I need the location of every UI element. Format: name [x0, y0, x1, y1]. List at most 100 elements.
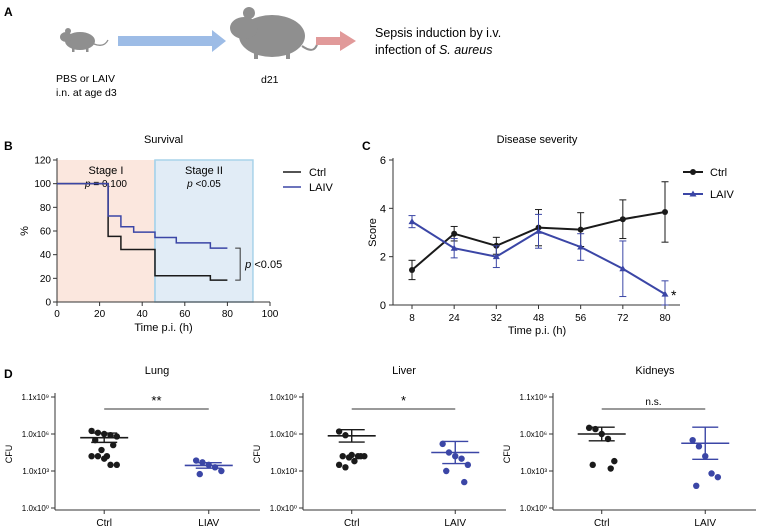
data-point-ctrl	[357, 453, 364, 460]
data-point-ctrl	[607, 465, 614, 472]
data-point-ctrl	[619, 216, 626, 223]
x-tick-label: 56	[575, 313, 587, 324]
data-point-laiv	[535, 227, 542, 234]
y-tick-label: 6	[380, 155, 386, 167]
y-tick-label: 40	[40, 250, 52, 261]
y-tick-label: 60	[40, 227, 52, 238]
data-point-ctrl	[88, 453, 95, 460]
x-tick-label: 60	[179, 309, 191, 320]
y-tick-label: 1.0x10⁶	[520, 430, 547, 439]
data-point-ctrl	[451, 230, 458, 237]
x-tick-label: LAIV	[444, 518, 466, 529]
x-tick-label: Ctrl	[344, 518, 360, 529]
small-mouse-icon	[60, 28, 109, 52]
legend-label-ctrl: Ctrl	[309, 167, 326, 179]
legend-label-laiv: LAIV	[309, 182, 334, 194]
kidneys-cfu-chart: Kidneys 1.0x10⁰ 1.0x10³ 1.0x10⁶ 1.1x10⁹ CFU Ct…	[502, 365, 756, 529]
y-tick-label: 1.0x10⁰	[270, 504, 297, 513]
x-tick-label: 80	[659, 313, 671, 324]
stage-1-p-text: = 0.100	[91, 179, 128, 190]
treatment-line-1: PBS or LAIV	[56, 73, 115, 85]
data-point-ctrl	[662, 208, 668, 215]
legend-label-ctrl: Ctrl	[710, 167, 727, 179]
y-axis-label: CFU	[502, 445, 512, 464]
data-point-laiv	[458, 455, 465, 462]
y-tick-label: 120	[34, 156, 51, 167]
survival-line-laiv	[57, 182, 228, 249]
data-point-laiv	[450, 244, 458, 251]
panel-label-b: B	[4, 139, 13, 153]
stage-2-label: Stage II	[185, 165, 223, 177]
annotation-p-symbol: p	[244, 259, 251, 271]
significance-marker: **	[151, 393, 161, 408]
y-tick-label: 0	[45, 298, 51, 309]
day-label: d21	[261, 74, 279, 86]
data-point-ctrl	[577, 226, 584, 233]
data-point-ctrl	[351, 457, 358, 465]
data-point-laiv	[443, 467, 450, 475]
x-tick-label: 100	[262, 309, 279, 320]
x-tick-label: 24	[449, 313, 461, 324]
data-point-ctrl	[98, 446, 105, 454]
y-tick-label: 1.0x10⁰	[520, 504, 547, 513]
x-tick-label: 32	[491, 313, 503, 324]
x-tick-label: LIAV	[198, 518, 219, 529]
y-axis-label: %	[19, 226, 31, 236]
data-point-laiv	[689, 436, 696, 444]
survival-chart: Stage I p = 0.100 Stage II p <0.05 Survival 0…	[19, 134, 334, 334]
lung-cfu-chart: Lung 1.0x10⁰ 1.0x10³ 1.0x10⁶ 1.1x10⁹ CFU Ctrl L…	[4, 365, 260, 529]
x-tick-label: 48	[533, 313, 545, 324]
annotation-p-text: <0.05	[251, 259, 282, 271]
y-tick-label: 1.0x10⁰	[22, 504, 49, 513]
data-point-laiv	[661, 290, 669, 297]
data-point-liav	[196, 470, 203, 478]
stage-1-label: Stage I	[89, 165, 124, 177]
chart-title: Lung	[145, 365, 169, 377]
timeline-arrow-icon	[118, 30, 226, 52]
y-tick-label: 1.1x10⁹	[520, 393, 547, 402]
x-tick-label: Ctrl	[594, 518, 610, 529]
chart-title: Survival	[144, 134, 183, 146]
data-point-ctrl	[339, 453, 346, 460]
x-tick-label: 80	[222, 309, 234, 320]
adult-mouse-icon	[230, 7, 319, 59]
y-axis-label: CFU	[252, 445, 262, 464]
data-point-ctrl	[342, 464, 349, 471]
stage-1-p-symbol: p	[84, 179, 91, 190]
y-axis-label: Score	[367, 218, 379, 247]
x-tick-label: LAIV	[694, 518, 716, 529]
x-tick-label: 40	[137, 309, 149, 320]
treatment-line-2: i.n. at age d3	[56, 87, 117, 99]
significance-marker: *	[401, 393, 406, 408]
infection-arrow-icon	[316, 31, 356, 51]
legend-marker-laiv	[689, 190, 697, 197]
outcome-line-1: Sepsis induction by i.v.	[375, 26, 501, 40]
data-point-ctrl	[110, 441, 117, 449]
stage-2-region	[154, 159, 254, 303]
panel-label-c: C	[362, 139, 371, 153]
liver-cfu-chart: Liver 1.0x10⁰ 1.0x10³ 1.0x10⁶ 1.0x10⁹ CFU Ctrl…	[252, 365, 506, 529]
data-point-laiv	[492, 253, 500, 260]
x-tick-label: 8	[409, 313, 415, 324]
data-point-liav	[218, 467, 225, 475]
data-point-laiv	[439, 440, 446, 448]
stage-2-p-symbol: p	[186, 179, 193, 190]
stage-1-p-value: p = 0.100	[84, 179, 127, 190]
x-tick-label: 72	[617, 313, 629, 324]
x-tick-label: 20	[94, 309, 106, 320]
panel-label-a: A	[4, 5, 13, 19]
y-tick-label: 1.0x10⁶	[270, 430, 297, 439]
outcome-line-2-species: S. aureus	[439, 43, 493, 57]
y-tick-label: 1.0x10³	[22, 467, 49, 476]
data-point-ctrl	[345, 454, 353, 461]
data-point-laiv	[708, 470, 715, 477]
data-point-ctrl	[94, 453, 102, 460]
data-point-laiv	[619, 265, 627, 272]
y-tick-label: 20	[40, 274, 52, 285]
stage-2-p-text: <0.05	[193, 179, 222, 190]
y-tick-label: 1.0x10³	[520, 467, 547, 476]
y-tick-label: 1.0x10⁶	[22, 430, 49, 439]
data-point-ctrl	[113, 433, 121, 440]
